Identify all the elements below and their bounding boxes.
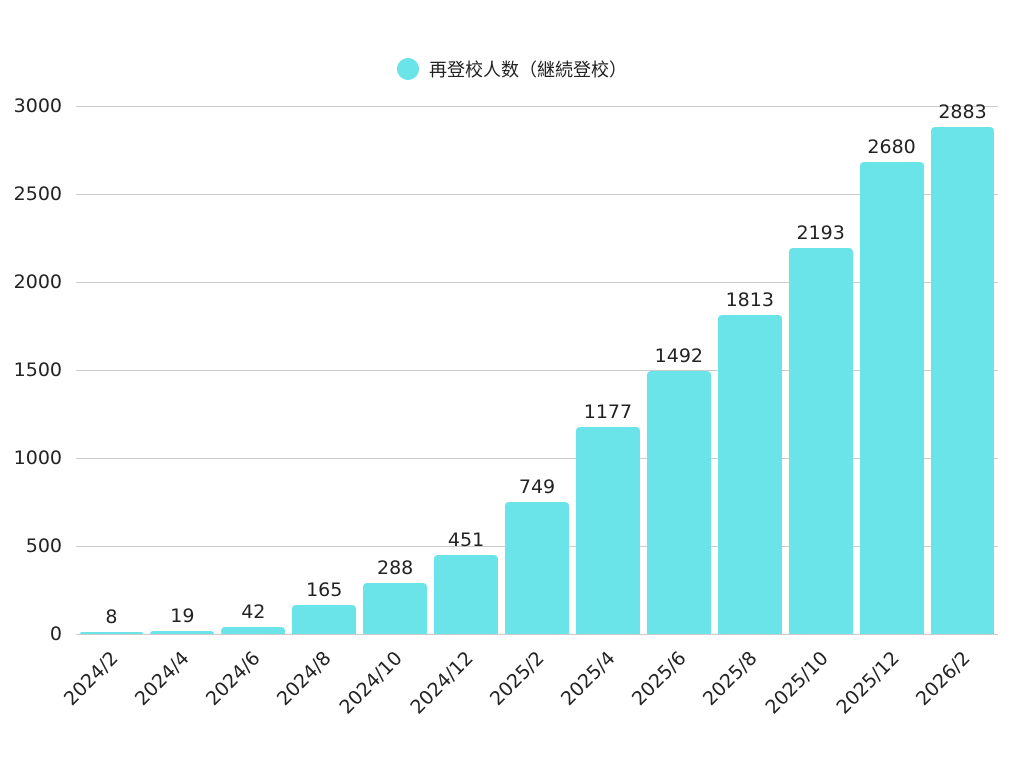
x-tick-label: 2025/10 — [761, 647, 833, 719]
x-axis-line — [76, 634, 998, 635]
bar[interactable] — [150, 630, 215, 634]
x-tick-label: 2025/2 — [485, 647, 549, 711]
gridline — [76, 282, 998, 283]
bar[interactable] — [363, 583, 428, 634]
bar-value-label: 8 — [105, 606, 118, 628]
bar-value-label: 749 — [518, 476, 556, 499]
x-tick-label: 2026/2 — [911, 647, 975, 711]
y-tick-label: 1000 — [13, 447, 62, 469]
chart-legend: 再登校人数（継続登校） — [0, 56, 1024, 82]
bar-value-label: 1492 — [654, 345, 704, 368]
x-tick-label: 2024/12 — [406, 647, 478, 719]
gridline — [76, 194, 998, 195]
bar[interactable] — [930, 126, 995, 634]
bar-value-label: 19 — [170, 604, 195, 627]
bar[interactable] — [434, 554, 499, 634]
y-tick-label: 500 — [25, 535, 62, 557]
x-tick-label: 2025/12 — [831, 647, 904, 719]
x-tick-label: 2024/10 — [335, 647, 407, 719]
plot-area: 0 500 1000 1500 2000 2500 3000 8 19 42 165 288 451 74… — [14, 95, 998, 645]
gridline — [76, 106, 998, 107]
x-axis: 2024/2 2024/4 2024/6 2024/8 2024/10 2024/12 20… — [60, 640, 998, 740]
bar[interactable] — [79, 632, 144, 634]
bar-value-label: 2680 — [867, 136, 916, 159]
x-tick-label: 2024/8 — [273, 647, 336, 711]
bar-value-label: 2193 — [796, 222, 845, 245]
bar-value-label: 42 — [241, 600, 266, 623]
y-tick-label: 1500 — [13, 359, 62, 381]
y-tick-label: 0 — [49, 623, 62, 645]
x-tick-label: 2024/2 — [60, 647, 124, 711]
bar[interactable] — [292, 604, 357, 634]
x-tick-label: 2025/8 — [698, 647, 762, 711]
bar[interactable] — [859, 162, 924, 634]
x-tick-label: 2025/6 — [627, 647, 691, 711]
bar-value-label: 451 — [447, 528, 485, 551]
legend-label: 再登校人数（継続登校） — [429, 60, 627, 81]
bar-value-label: 165 — [306, 578, 343, 601]
bar-value-label: 2883 — [938, 100, 987, 123]
bar[interactable] — [646, 371, 711, 634]
bar[interactable] — [717, 314, 782, 634]
y-tick-label: 2500 — [13, 183, 62, 205]
bar[interactable] — [221, 626, 286, 634]
legend-marker-icon — [397, 58, 419, 80]
bar[interactable] — [505, 502, 569, 634]
bar[interactable] — [575, 426, 640, 634]
bar-value-label: 1813 — [725, 288, 774, 311]
x-tick-label: 2024/6 — [202, 647, 265, 711]
y-tick-label: 3000 — [13, 95, 62, 117]
gridline — [76, 370, 998, 371]
gridline — [76, 458, 998, 459]
y-tick-label: 2000 — [13, 271, 62, 293]
x-tick-label: 2024/4 — [131, 647, 194, 711]
bar[interactable] — [788, 248, 853, 634]
bar-value-label: 1177 — [583, 400, 633, 423]
x-tick-label: 2025/4 — [556, 647, 620, 711]
bar-value-label: 288 — [377, 557, 414, 580]
